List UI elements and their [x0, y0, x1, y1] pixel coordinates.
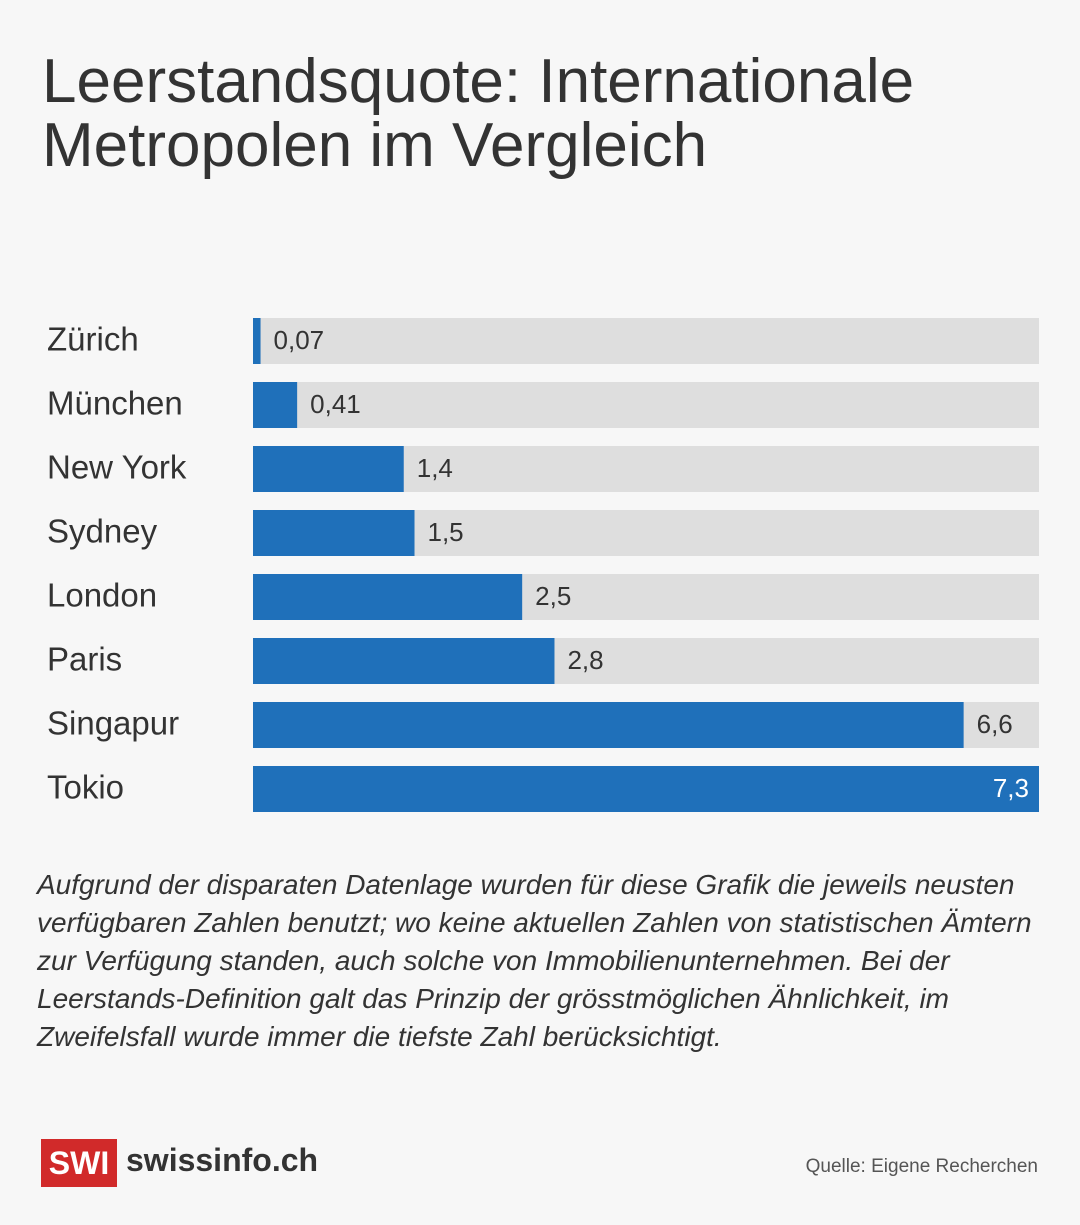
brand: swissinfo.ch	[126, 1142, 319, 1178]
category-label: London	[47, 577, 157, 614]
logo: SWI	[41, 1139, 117, 1187]
source: Quelle: Eigene Recherchen	[805, 1156, 1038, 1177]
category-label: Sydney	[47, 513, 158, 550]
bar	[253, 574, 523, 620]
category-label: Zürich	[47, 321, 139, 358]
category-label: München	[47, 385, 183, 422]
bar	[253, 510, 415, 556]
bar	[253, 702, 964, 748]
bar	[253, 766, 1039, 812]
category-label: Singapur	[47, 705, 179, 742]
bar	[253, 446, 404, 492]
value-label: 6,6	[977, 709, 1013, 739]
value-label: 2,5	[535, 581, 571, 611]
value-label: 7,3	[993, 773, 1029, 803]
bar	[253, 638, 555, 684]
chart-title: Leerstandsquote: Internationale Metropol…	[42, 47, 915, 180]
bar-track	[253, 318, 1039, 364]
category-label: Tokio	[47, 769, 124, 806]
value-label: 0,41	[310, 389, 361, 419]
note: Aufgrund der disparaten Datenlage wurden…	[37, 869, 1032, 1052]
value-label: 0,07	[274, 325, 325, 355]
value-label: 1,4	[417, 453, 453, 483]
bar-track	[253, 382, 1039, 428]
chart: Zürich 0,07 München 0,41 New York 1,4 Sydney 1,…	[47, 318, 1039, 812]
bar	[253, 318, 261, 364]
bar	[253, 382, 298, 428]
category-label: Paris	[47, 641, 122, 678]
value-label: 2,8	[567, 645, 603, 675]
category-label: New York	[47, 449, 187, 486]
value-label: 1,5	[428, 517, 464, 547]
